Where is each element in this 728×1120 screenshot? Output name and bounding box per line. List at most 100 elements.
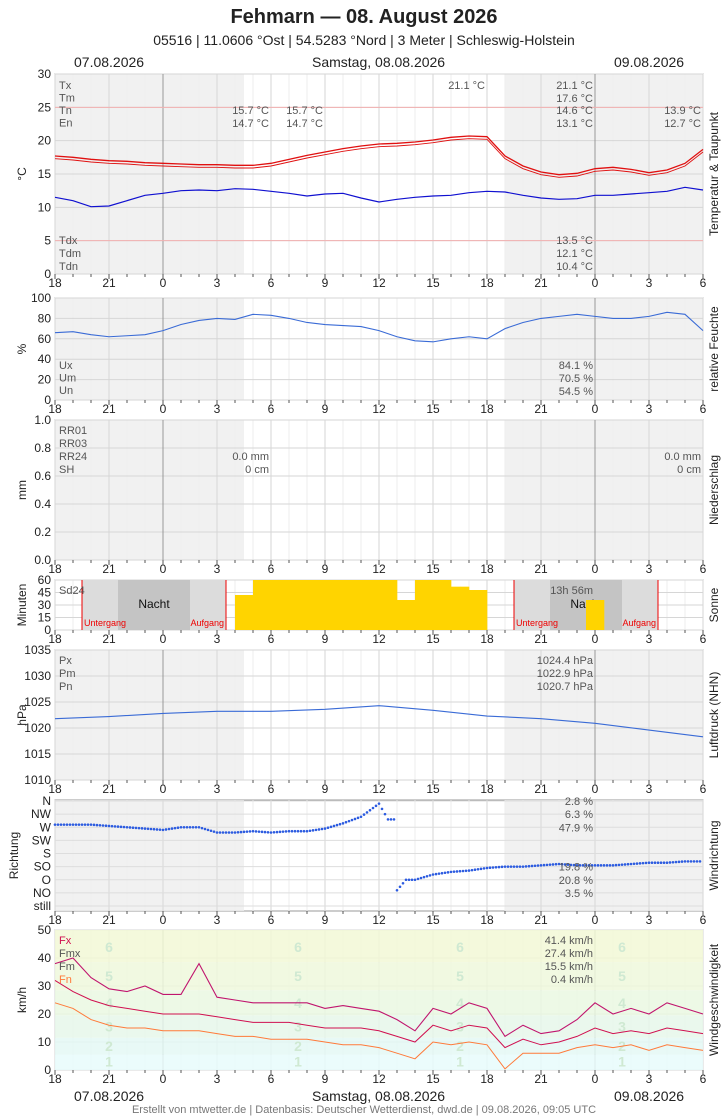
direction-point xyxy=(458,869,462,873)
fmx-value: 27.4 km/h xyxy=(545,948,593,960)
sunshine-bar xyxy=(442,580,452,630)
side-label: Windgeschwindigkeit xyxy=(707,943,721,1056)
direction-point xyxy=(161,828,165,832)
humidity-line xyxy=(54,311,704,343)
x-tick-label: 15 xyxy=(426,632,440,646)
direction-point xyxy=(188,825,192,829)
sunshine-bar xyxy=(397,600,407,630)
x-tick-label: 21 xyxy=(102,782,116,796)
direction-point xyxy=(155,828,159,831)
y-tick-label: 5 xyxy=(44,234,51,248)
direction-point xyxy=(200,826,204,830)
sunshine-bar xyxy=(352,580,362,630)
direction-point xyxy=(614,863,618,867)
direction-point xyxy=(428,874,432,877)
beaufort-number: 6 xyxy=(618,939,626,955)
beaufort-band xyxy=(55,1015,703,1038)
direction-point xyxy=(176,826,180,829)
direction-label-so: SO xyxy=(34,860,51,874)
direction-point xyxy=(158,828,162,831)
panel-precipitation: 0.0 0.2 0.4 0.6 0.8 1.0 18 21 0 3 6 9 12 15 18 21 0 3 6 mm N… xyxy=(15,413,721,576)
direction-point xyxy=(269,831,273,834)
direction-point xyxy=(248,830,252,833)
beaufort-band xyxy=(55,962,703,991)
beaufort-band xyxy=(55,1054,703,1070)
direction-point xyxy=(170,827,174,830)
direction-point xyxy=(605,864,609,867)
direction-point xyxy=(131,826,135,829)
x-tick-label: 18 xyxy=(48,632,62,646)
x-tick-label: 6 xyxy=(700,782,707,796)
direction-point xyxy=(449,870,453,874)
night-core xyxy=(118,580,190,630)
direction-point xyxy=(311,829,315,832)
sunshine-bar xyxy=(460,586,470,630)
stat-label-rr01: RR01 xyxy=(59,425,87,437)
x-tick-label: 18 xyxy=(480,562,494,576)
direction-label-w: W xyxy=(40,820,52,834)
y-tick-label: 50 xyxy=(38,923,52,937)
direction-point xyxy=(128,826,132,829)
direction-point xyxy=(533,864,537,868)
direction-point xyxy=(179,825,183,829)
direction-point xyxy=(86,823,90,826)
day3-rr24-value: 0.0 mm xyxy=(664,451,701,463)
x-tick-label: 6 xyxy=(268,562,275,576)
direction-point xyxy=(341,822,345,825)
day2-tn-value: 14.6 °C xyxy=(556,105,593,117)
x-tick-label: 6 xyxy=(700,1072,707,1086)
direction-point xyxy=(677,860,681,864)
y-axis-label: hPa xyxy=(15,704,29,726)
x-tick-label: 18 xyxy=(480,276,494,290)
direction-point xyxy=(134,826,138,830)
direction-point xyxy=(116,825,120,828)
direction-point xyxy=(626,862,630,866)
direction-point xyxy=(53,823,57,826)
direction-point xyxy=(671,860,675,864)
x-tick-label: 0 xyxy=(160,402,167,416)
stat-label-un: Un xyxy=(59,385,73,397)
x-tick-label: 6 xyxy=(268,1072,275,1086)
direction-point xyxy=(119,825,123,829)
direction-point xyxy=(203,827,207,831)
stat-label-um: Um xyxy=(59,373,76,385)
day-label-prev-bottom: 07.08.2026 xyxy=(74,1088,145,1104)
direction-point xyxy=(530,864,534,868)
y-tick-label: 10 xyxy=(38,1035,52,1049)
direction-point xyxy=(623,863,627,866)
direction-point xyxy=(509,865,513,868)
x-tick-label: 3 xyxy=(214,276,221,290)
x-tick-label: 6 xyxy=(700,402,707,416)
direction-point xyxy=(377,802,381,805)
y-tick-label: 100 xyxy=(31,291,51,305)
y-axis-label: km/h xyxy=(15,987,29,1013)
direction-point xyxy=(284,830,288,833)
x-tick-label: 9 xyxy=(322,632,329,646)
y-axis-label: Minuten xyxy=(15,584,29,627)
side-label: Windrichtung xyxy=(707,820,721,890)
direction-point xyxy=(239,830,243,834)
y-tick-label: 1025 xyxy=(24,695,51,709)
y-tick-label: 0.2 xyxy=(34,525,51,539)
direction-point xyxy=(182,825,186,829)
direction-label-o: O xyxy=(42,873,51,887)
x-tick-label: 9 xyxy=(322,1072,329,1086)
direction-point xyxy=(218,831,222,834)
direction-point xyxy=(335,823,339,827)
direction-point xyxy=(194,825,198,829)
direction-point xyxy=(110,824,114,828)
direction-point xyxy=(164,828,168,831)
y-tick-label: 1010 xyxy=(24,773,51,787)
sunrise-label: Aufgang xyxy=(622,618,656,628)
direction-point xyxy=(338,822,342,826)
fn-value: 0.4 km/h xyxy=(551,974,593,986)
direction-point xyxy=(653,861,657,864)
x-tick-label: 18 xyxy=(48,276,62,290)
sunshine-bar xyxy=(406,600,416,630)
x-tick-label: 21 xyxy=(102,562,116,576)
direction-point xyxy=(257,830,261,833)
sunshine-total: 13h 56m xyxy=(550,585,593,597)
beaufort-number: 6 xyxy=(105,939,113,955)
x-tick-label: 3 xyxy=(646,913,653,927)
